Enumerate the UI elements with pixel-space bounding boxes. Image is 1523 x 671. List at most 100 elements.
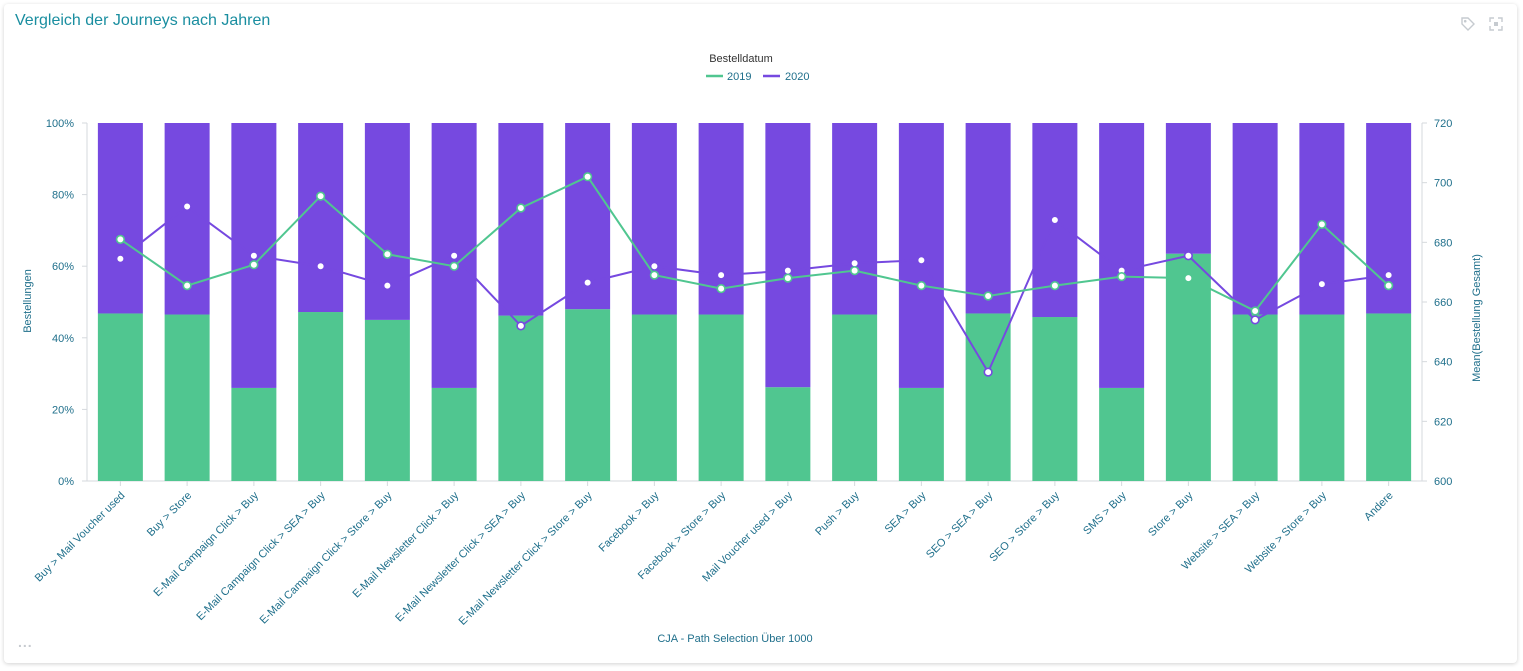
bar-2019: [364, 319, 410, 481]
point-2019: [449, 261, 459, 271]
widget-title: Vergleich der Journeys nach Jahren: [15, 12, 271, 29]
bar-2020: [1165, 123, 1211, 254]
point-2019: [1317, 219, 1327, 230]
bar-2020: [1232, 123, 1278, 315]
x-tick-label: Buy > Mail Voucher used: [33, 490, 128, 585]
point-2019: [783, 273, 793, 283]
line-series-2020: [119, 205, 1389, 375]
y2-tick-label: 660: [1434, 297, 1452, 309]
x-tick-label: SMS > Buy: [1081, 489, 1129, 537]
bar-2019: [765, 387, 811, 481]
point-2020: [115, 254, 125, 264]
point-2020: [1250, 315, 1260, 325]
point-2019: [716, 283, 726, 294]
x-axis-title: CJA - Path Selection Über 1000: [657, 633, 812, 645]
point-2019: [649, 270, 659, 280]
y-axis-title: Bestellungen: [22, 269, 34, 333]
x-tick-label: SEO > Store > Buy: [987, 489, 1062, 564]
bar-2020: [498, 123, 544, 316]
bar-2020: [97, 123, 143, 314]
point-2020: [516, 321, 526, 331]
legend-label-2020[interactable]: 2020: [785, 71, 809, 83]
point-2020: [182, 201, 192, 212]
bar-2019: [698, 314, 744, 481]
point-2020: [1050, 215, 1060, 225]
point-2020: [249, 251, 259, 261]
bar-2020: [698, 123, 744, 315]
x-tick-label: Store > Buy: [1146, 489, 1196, 539]
bar-2019: [1366, 313, 1412, 481]
bar-2020: [1099, 123, 1145, 388]
y2-tick-label: 620: [1434, 416, 1452, 428]
point-2019: [115, 234, 125, 244]
point-2019: [850, 266, 860, 276]
x-tick-label: SEO > SEA > Buy: [924, 489, 996, 561]
point-2020: [449, 251, 459, 261]
line-series-2019: [119, 175, 1390, 313]
y2-tick-label: 640: [1434, 357, 1452, 369]
x-tick-label: E-Mail Newsletter Click > SEA > Buy: [393, 489, 528, 624]
point-2019: [1117, 272, 1127, 282]
point-2020: [716, 270, 726, 280]
x-tick-label: Facebook > Buy: [597, 489, 662, 554]
point-2019: [182, 280, 192, 291]
more-options-icon[interactable]: ...: [18, 634, 33, 650]
point-2020: [583, 278, 593, 288]
lines: [115, 172, 1394, 377]
point-2019: [1183, 273, 1193, 283]
bar-2019: [565, 309, 611, 481]
bar-2019: [1165, 253, 1211, 481]
bar-2019: [231, 387, 277, 481]
x-axis-labels: Buy > Mail Voucher used Buy > StoreE-Mail…: [33, 489, 1396, 628]
bars: [97, 123, 1412, 486]
bar-2019: [898, 387, 944, 481]
y2-tick-label: 720: [1434, 118, 1452, 130]
bar-2020: [298, 123, 344, 313]
point-2020: [649, 261, 659, 271]
point-2019: [1050, 280, 1060, 291]
x-tick-label: SEA > Buy: [883, 489, 929, 535]
x-tick-label: Andere: [1362, 490, 1396, 524]
expand-icon[interactable]: [1488, 16, 1504, 32]
point-2019: [516, 203, 526, 213]
y2-axis-title: Mean(Bestellung Gesamt): [1471, 254, 1483, 382]
bar-2019: [97, 313, 143, 481]
y-tick-label: 60%: [52, 261, 74, 273]
bar-2020: [965, 123, 1011, 314]
x-tick-label: E-Mail Newsletter Click > Store > Buy: [457, 489, 596, 628]
x-tick-label: Push > Buy: [813, 489, 862, 538]
point-2020: [1384, 270, 1394, 280]
x-tick-label: Buy > Store: [145, 490, 194, 539]
y2-tick-label: 700: [1434, 178, 1452, 190]
point-2019: [1250, 306, 1260, 316]
bar-2019: [164, 314, 210, 481]
bar-2020: [364, 123, 410, 320]
legend-label-2019[interactable]: 2019: [727, 71, 751, 83]
y2-tick-label: 600: [1434, 476, 1452, 488]
point-2019: [249, 260, 259, 270]
point-2019: [983, 291, 993, 301]
tag-icon[interactable]: [1460, 16, 1476, 32]
bar-2019: [1032, 317, 1078, 481]
point-2020: [316, 261, 326, 271]
point-2020: [783, 266, 793, 276]
bar-2020: [898, 123, 944, 388]
x-tick-label: E-Mail Campaign Click > SEA > Buy: [194, 489, 328, 623]
legend-title: Bestelldatum: [709, 53, 773, 65]
bar-2019: [832, 314, 878, 481]
bar-2019: [431, 387, 477, 481]
point-2020: [1317, 279, 1327, 289]
y-tick-label: 0%: [58, 476, 74, 488]
bar-2019: [1232, 314, 1278, 481]
bar-2019: [965, 313, 1011, 481]
bar-2019: [631, 314, 677, 481]
y-tick-label: 80%: [52, 190, 74, 202]
point-2019: [316, 191, 326, 201]
point-2019: [1384, 280, 1394, 291]
y-tick-label: 40%: [52, 333, 74, 345]
bar-2020: [832, 123, 878, 315]
bar-2019: [1099, 387, 1145, 481]
bar-2019: [1299, 314, 1345, 481]
x-tick-label: E-Mail Newsletter Click > Buy: [351, 489, 462, 600]
